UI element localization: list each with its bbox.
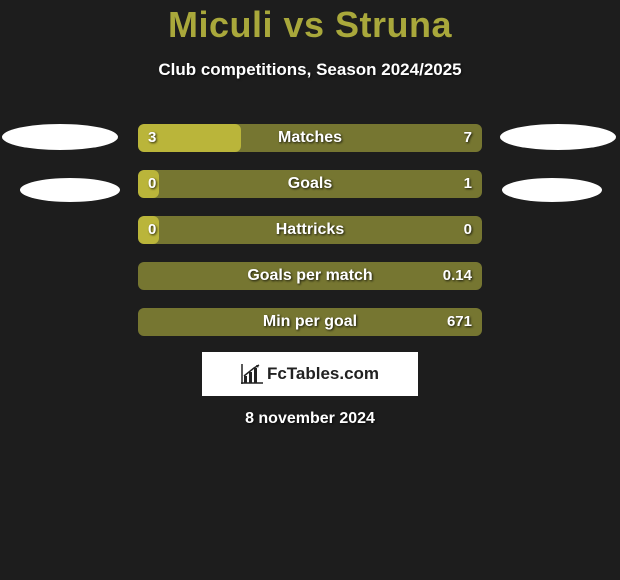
player-left-placeholder-1 [2,124,118,150]
player-right-placeholder-2 [502,178,602,202]
page-title: Miculi vs Struna [0,0,620,46]
logo-text: FcTables.com [267,364,379,384]
stat-right-value: 0.14 [443,262,472,290]
stat-right-value: 1 [464,170,472,198]
stat-bar-row: Min per goal671 [138,308,482,336]
stat-bar-row: 0Goals1 [138,170,482,198]
page-subtitle: Club competitions, Season 2024/2025 [0,60,620,80]
player-left-placeholder-2 [20,178,120,202]
stat-right-value: 7 [464,124,472,152]
stat-label: Hattricks [138,216,482,244]
logo-box[interactable]: FcTables.com [202,352,418,396]
bar-chart-icon [241,364,263,384]
stat-right-value: 0 [464,216,472,244]
page-root: Miculi vs Struna Club competitions, Seas… [0,0,620,580]
logo-inner: FcTables.com [241,364,379,384]
player-right-placeholder-1 [500,124,616,150]
date-text: 8 november 2024 [0,410,620,428]
stat-label: Matches [138,124,482,152]
stat-bar-row: Goals per match0.14 [138,262,482,290]
stat-label: Goals per match [138,262,482,290]
stat-label: Goals [138,170,482,198]
stat-right-value: 671 [447,308,472,336]
stat-bars: 3Matches70Goals10Hattricks0Goals per mat… [138,124,482,354]
stat-bar-row: 0Hattricks0 [138,216,482,244]
stat-label: Min per goal [138,308,482,336]
stat-bar-row: 3Matches7 [138,124,482,152]
